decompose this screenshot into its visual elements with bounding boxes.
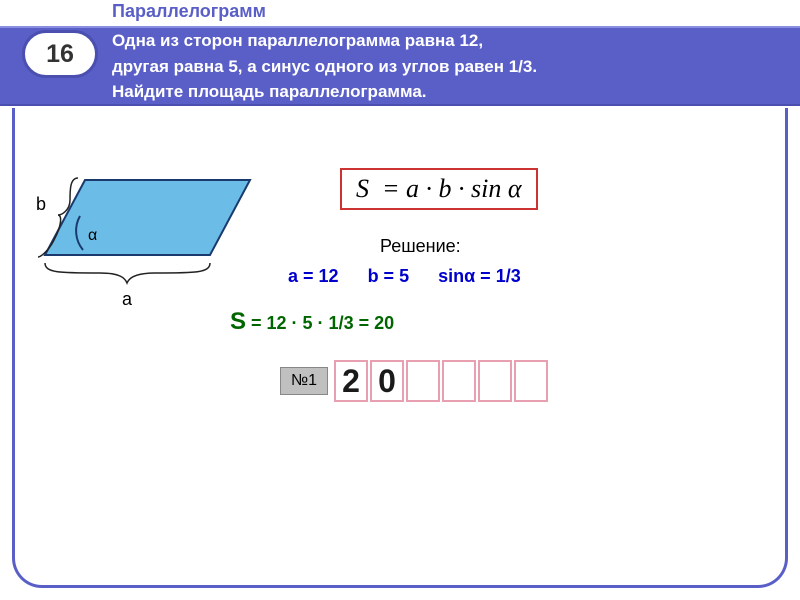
calc-s: S (230, 308, 246, 335)
given-b: b = 5 (368, 266, 410, 286)
calc-rest: = 12 · 5 · 1/3 = 20 (246, 313, 394, 333)
given-a: а = 12 (288, 266, 339, 286)
svg-text:α: α (88, 227, 97, 244)
svg-text:a: a (122, 289, 133, 309)
answer-row: №1 2 0 (280, 360, 550, 402)
answer-label: №1 (280, 367, 328, 395)
shape-title: Параллелограмм (112, 1, 266, 22)
calculation: S = 12 · 5 · 1/3 = 20 (230, 308, 394, 336)
answer-cell: 0 (370, 360, 404, 402)
problem-number-badge: 16 (22, 30, 98, 78)
problem-number: 16 (46, 40, 74, 69)
problem-line: Найдите площадь параллелограмма. (112, 79, 770, 105)
answer-cell (442, 360, 476, 402)
answer-cell (478, 360, 512, 402)
svg-text:b: b (36, 194, 46, 214)
problem-line: Одна из сторон параллелограмма равна 12, (112, 28, 770, 54)
area-formula: S = a · b · sin α (340, 168, 538, 210)
parallelogram-diagram: α b a (30, 160, 270, 330)
problem-line: другая равна 5, а синус одного из углов … (112, 54, 770, 80)
problem-statement: Одна из сторон параллелограмма равна 12,… (112, 28, 770, 105)
answer-cell: 2 (334, 360, 368, 402)
solution-label: Решение: (380, 236, 461, 257)
given-sin: sinα = 1/3 (438, 266, 521, 286)
answer-cell (514, 360, 548, 402)
answer-cell (406, 360, 440, 402)
formula-text: S = a · b · sin α (356, 174, 522, 203)
given-values: а = 12 b = 5 sinα = 1/3 (288, 266, 545, 287)
